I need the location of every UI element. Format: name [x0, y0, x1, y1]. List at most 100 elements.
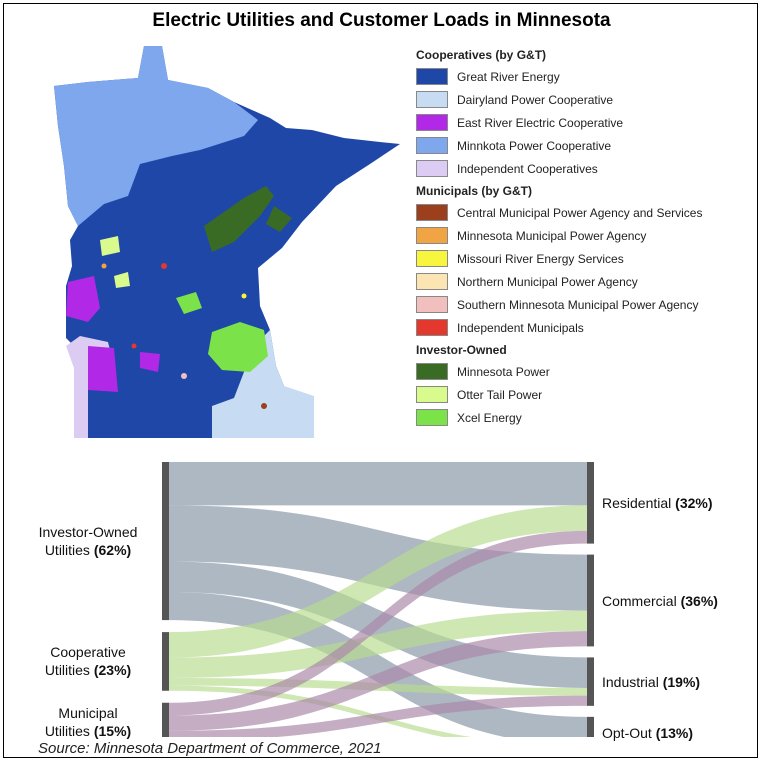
legend-label: Minnesota Municipal Power Agency [457, 228, 647, 243]
sankey-source-pct: (62%) [93, 542, 132, 559]
sankey-source-name: Investor-Owned [38, 524, 138, 541]
legend-label: Xcel Energy [457, 410, 522, 425]
sankey-flow [169, 530, 587, 716]
legend-label: Great River Energy [457, 69, 560, 84]
sankey-source-suffix: Utilities [44, 542, 94, 559]
legend-item: Dairyland Power Cooperative [416, 88, 756, 111]
legend-swatch [416, 250, 448, 267]
sankey-target-name: Residential [602, 494, 676, 511]
map-territory-minnkota [54, 46, 258, 226]
sankey-source-name: Municipal [58, 704, 118, 721]
sankey-diagram [162, 462, 594, 737]
legend-swatch [416, 363, 448, 380]
sankey-source-pct: (15%) [93, 722, 132, 739]
sankey-source-label: Investor-Owned Utilities (62%) [18, 523, 158, 559]
sankey-source-name: Cooperative [50, 644, 126, 661]
sankey-source-suffix: Utilities [44, 662, 94, 679]
legend-label: Southern Minnesota Municipal Power Agenc… [457, 297, 699, 312]
legend-item: Minnesota Municipal Power Agency [416, 224, 756, 247]
sankey-flow [169, 462, 587, 506]
sankey-source-label: Municipal Utilities (15%) [18, 704, 158, 740]
map-territory-xcel-metro [208, 322, 268, 372]
figure-title: Electric Utilities and Customer Loads in… [152, 10, 611, 31]
legend-item: Xcel Energy [416, 406, 756, 429]
legend-swatch [416, 409, 448, 426]
legend-label: Missouri River Energy Services [457, 251, 624, 266]
legend-group-heading: Cooperatives (by G&T) [416, 48, 547, 62]
legend-swatch [416, 91, 448, 108]
legend-swatch [416, 137, 448, 154]
sankey-source-label: Cooperative Utilities (23%) [18, 643, 158, 679]
map-municipal-speck [131, 343, 137, 349]
sankey-flow [169, 631, 587, 731]
map-territory-xcel-central [176, 292, 202, 314]
sankey-source-node [162, 462, 169, 621]
legend-label: Northern Municipal Power Agency [457, 274, 638, 289]
legend-label: Otter Tail Power [457, 387, 543, 402]
sankey-target-name: Opt-Out [602, 725, 656, 742]
map-municipal-speck [241, 293, 247, 299]
legend-item: Southern Minnesota Municipal Power Agenc… [416, 293, 756, 316]
sankey-flow [169, 505, 587, 611]
legend-swatch [416, 160, 448, 177]
sankey-target-node [587, 462, 594, 544]
map-territory-dairyland [212, 330, 314, 438]
legend-item: Independent Cooperatives [416, 157, 756, 180]
legend-label: Minnkota Power Cooperative [457, 138, 612, 153]
map-municipal-speck [261, 403, 267, 409]
sankey-target-name: Industrial [602, 673, 663, 690]
legend-swatch [416, 114, 448, 131]
sankey-source-suffix: Utilities [44, 722, 94, 739]
sankey-flow [169, 610, 587, 678]
legend-label: Independent Municipals [457, 320, 584, 335]
sankey-flow [169, 695, 587, 737]
legend-swatch [416, 386, 448, 403]
legend-group-heading: Investor-Owned [416, 343, 507, 357]
sankey-source-line2: Utilities (23%) [18, 661, 158, 679]
figure-frame: Electric Utilities and Customer Loads in… [3, 3, 758, 758]
legend-item: East River Electric Cooperative [416, 111, 756, 134]
sankey-source-node [162, 702, 169, 737]
minnesota-utility-map [54, 46, 400, 438]
legend-item: Missouri River Energy Services [416, 247, 756, 270]
legend-item: Central Municipal Power Agency and Servi… [416, 201, 756, 224]
map-municipal-speck [161, 263, 167, 269]
map-territory-minnesota-power-2 [266, 206, 292, 232]
legend-item: Minnkota Power Cooperative [416, 134, 756, 157]
map-municipal-speck [181, 373, 187, 379]
legend-swatch [416, 68, 448, 85]
map-municipal-speck [101, 263, 107, 269]
sankey-flow [169, 685, 472, 737]
legend-item: Northern Municipal Power Agency [416, 270, 756, 293]
sankey-source-node [162, 632, 169, 691]
sankey-source-pct: (23%) [93, 662, 132, 679]
legend-label: Independent Cooperatives [457, 161, 598, 176]
sankey-target-label: Commercial (36%) [602, 592, 718, 610]
legend-item: Otter Tail Power [416, 383, 756, 406]
sankey-target-label: Industrial (19%) [602, 673, 700, 691]
legend-label: Central Municipal Power Agency and Servi… [457, 205, 703, 220]
legend-label: Dairyland Power Cooperative [457, 92, 614, 107]
sankey-source-line2: Utilities (15%) [18, 722, 158, 740]
sankey-target-label: Opt-Out (13%) [602, 724, 693, 742]
sankey-source-line2: Utilities (62%) [18, 541, 158, 559]
legend-swatch [416, 296, 448, 313]
legend-swatch [416, 319, 448, 336]
legend-item: Minnesota Power [416, 360, 756, 383]
legend-swatch [416, 204, 448, 221]
legend-label: Minnesota Power [457, 364, 550, 379]
sankey-flow [169, 505, 587, 658]
map-territory-east-river-mid [140, 352, 160, 372]
sankey-target-pct: (19%) [662, 673, 701, 690]
sankey-target-name: Commercial [602, 592, 681, 609]
legend-item: Independent Municipals [416, 316, 756, 339]
sankey-target-node [587, 657, 594, 706]
sankey-target-pct: (13%) [655, 725, 694, 742]
map-territory-otter-tail-2 [114, 272, 130, 288]
sankey-target-pct: (36%) [680, 592, 718, 609]
map-legend: Cooperatives (by G&T) Great River Energy D… [416, 44, 756, 429]
sankey-target-node [587, 716, 594, 737]
map-territory-east-river-west [66, 276, 100, 322]
map-territory-otter-tail [100, 236, 120, 256]
source-note: Source: Minnesota Department of Commerce… [38, 740, 382, 757]
